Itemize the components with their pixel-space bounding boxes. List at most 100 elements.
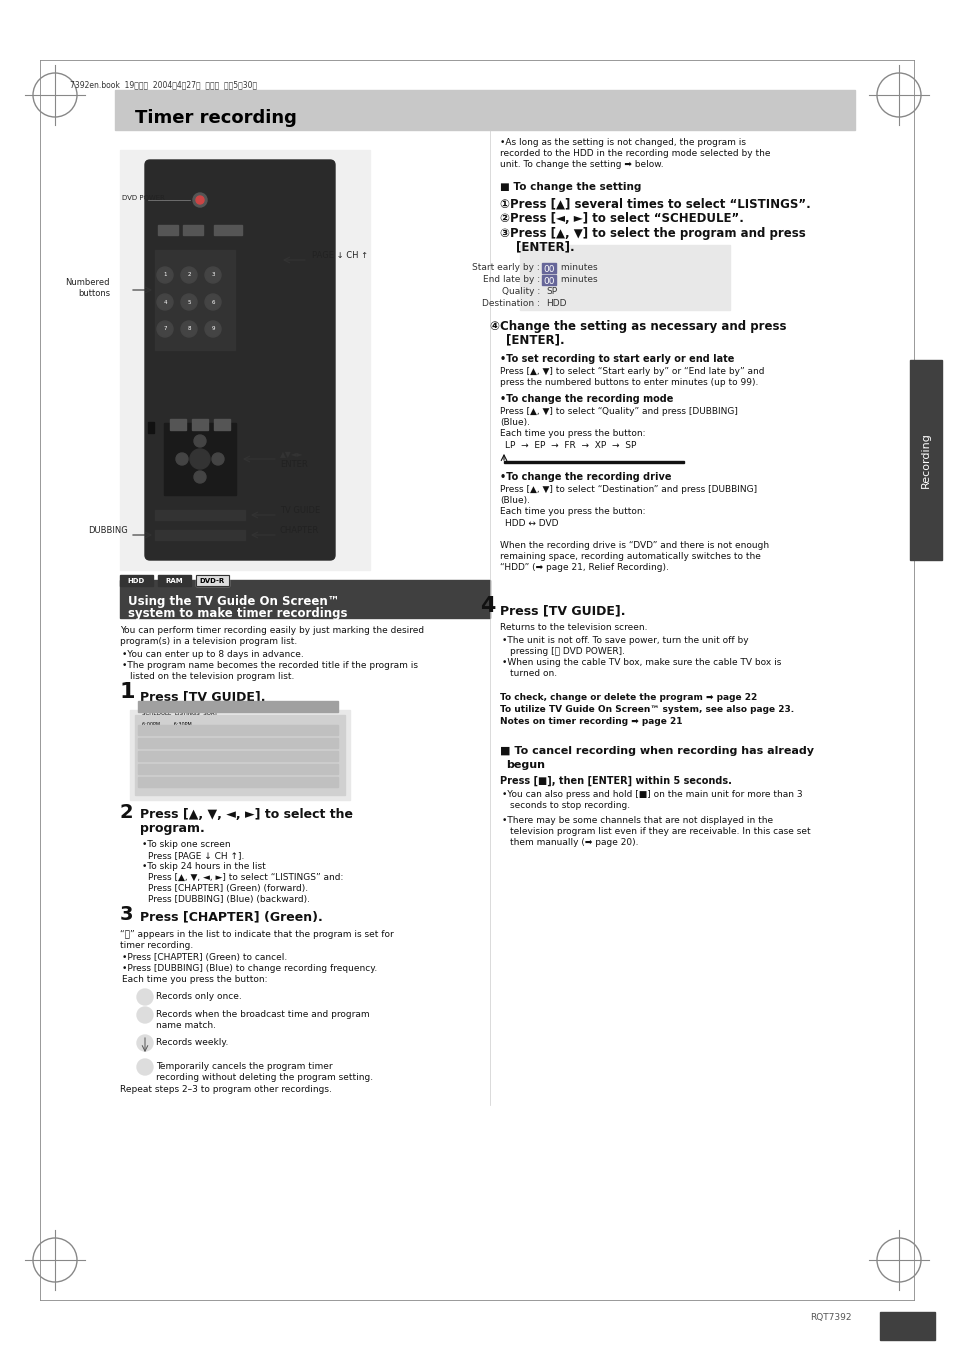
Text: remaining space, recording automatically switches to the: remaining space, recording automatically… <box>499 553 760 561</box>
Text: pressing [⏻ DVD POWER].: pressing [⏻ DVD POWER]. <box>510 647 624 657</box>
Text: Each time you press the button:: Each time you press the button: <box>499 507 645 516</box>
Bar <box>154 509 245 520</box>
Text: 7392en.book  19ページ  2004年4月27日  火曜日  午後5時30分: 7392en.book 19ページ 2004年4月27日 火曜日 午後5時30分 <box>70 80 257 89</box>
FancyBboxPatch shape <box>145 159 335 561</box>
Text: •There may be some channels that are not displayed in the: •There may be some channels that are not… <box>501 816 772 825</box>
Text: system to make timer recordings: system to make timer recordings <box>128 608 347 620</box>
Text: HDD: HDD <box>162 227 173 232</box>
Text: •To change the recording drive: •To change the recording drive <box>499 471 671 482</box>
Text: 3: 3 <box>211 273 214 277</box>
Text: ④Change the setting as necessary and press: ④Change the setting as necessary and pre… <box>490 320 785 332</box>
Circle shape <box>193 471 206 484</box>
Text: Notes on timer recording ➡ page 21: Notes on timer recording ➡ page 21 <box>499 717 681 725</box>
Text: CHAPTER: CHAPTER <box>280 526 319 535</box>
Text: Numbered: Numbered <box>66 278 110 286</box>
Bar <box>120 580 490 617</box>
Text: Press [▲, ▼] to select “Quality” and press [DUBBING]: Press [▲, ▼] to select “Quality” and pre… <box>499 407 737 416</box>
Text: (Blue).: (Blue). <box>499 417 530 427</box>
Text: Using the TV Guide On Screen™: Using the TV Guide On Screen™ <box>128 594 339 608</box>
Text: Repeat steps 2–3 to program other recordings.: Repeat steps 2–3 to program other record… <box>120 1085 332 1094</box>
Text: “Ⓢ” appears in the list to indicate that the program is set for: “Ⓢ” appears in the list to indicate that… <box>120 929 394 939</box>
Text: Recording: Recording <box>920 432 930 488</box>
Text: To check, change or delete the program ➡ page 22: To check, change or delete the program ➡… <box>499 693 757 703</box>
Text: ③Press [▲, ▼] to select the program and press: ③Press [▲, ▼] to select the program and … <box>499 227 805 240</box>
Bar <box>164 423 235 494</box>
Circle shape <box>137 1006 152 1023</box>
Bar <box>541 276 556 285</box>
Text: •The program name becomes the recorded title if the program is: •The program name becomes the recorded t… <box>122 661 417 670</box>
Text: HDD: HDD <box>128 578 145 584</box>
Text: 00: 00 <box>542 266 554 274</box>
Circle shape <box>137 1035 152 1051</box>
Text: program.: program. <box>140 821 205 835</box>
Circle shape <box>157 295 172 309</box>
Text: 9: 9 <box>211 327 214 331</box>
Text: 3: 3 <box>120 905 133 924</box>
Text: •You can also press and hold [■] on the main unit for more than 3: •You can also press and hold [■] on the … <box>501 790 801 798</box>
Text: Press [TV GUIDE].: Press [TV GUIDE]. <box>499 604 625 617</box>
Bar <box>213 419 230 430</box>
Text: Press [▲, ▼] to select “Destination” and press [DUBBING]: Press [▲, ▼] to select “Destination” and… <box>499 485 757 494</box>
Text: •You can enter up to 8 days in advance.: •You can enter up to 8 days in advance. <box>122 650 303 659</box>
Text: Press [TV GUIDE].: Press [TV GUIDE]. <box>140 690 265 703</box>
Text: press the numbered buttons to enter minutes (up to 99).: press the numbered buttons to enter minu… <box>499 378 758 386</box>
Text: Start early by :: Start early by : <box>472 263 539 272</box>
Text: Destination :: Destination : <box>481 299 539 308</box>
Text: •To skip 24 hours in the list: •To skip 24 hours in the list <box>142 862 266 871</box>
Bar <box>183 226 203 235</box>
Text: Each time you press the button:: Each time you press the button: <box>499 430 645 438</box>
Bar <box>138 765 337 774</box>
Text: minutes: minutes <box>558 276 597 284</box>
Text: 4: 4 <box>479 596 495 616</box>
Text: 5: 5 <box>187 300 191 304</box>
Text: 7: 7 <box>163 327 167 331</box>
Circle shape <box>181 295 196 309</box>
Text: •To change the recording mode: •To change the recording mode <box>499 394 673 404</box>
Bar <box>170 419 186 430</box>
Text: End late by :: End late by : <box>482 276 539 284</box>
Text: RQT7392: RQT7392 <box>809 1313 851 1323</box>
Text: recorded to the HDD in the recording mode selected by the: recorded to the HDD in the recording mod… <box>499 149 770 158</box>
Text: minutes: minutes <box>558 263 597 272</box>
Bar <box>138 725 337 735</box>
Text: 1: 1 <box>120 682 135 703</box>
Text: Records when the broadcast time and program: Records when the broadcast time and prog… <box>156 1011 369 1019</box>
Bar <box>138 738 337 748</box>
Text: DVD: DVD <box>188 227 198 232</box>
Text: •The unit is not off. To save power, turn the unit off by: •The unit is not off. To save power, tur… <box>501 636 748 644</box>
Text: ①Press [▲] several times to select “LISTINGS”.: ①Press [▲] several times to select “LIST… <box>499 197 810 209</box>
Bar <box>519 245 729 309</box>
Text: •Press [CHAPTER] (Green) to cancel.: •Press [CHAPTER] (Green) to cancel. <box>122 952 287 962</box>
Text: •Press [DUBBING] (Blue) to change recording frequency.: •Press [DUBBING] (Blue) to change record… <box>122 965 376 973</box>
Text: HDD ↔ DVD: HDD ↔ DVD <box>504 519 558 528</box>
Text: them manually (➡ page 20).: them manually (➡ page 20). <box>510 838 638 847</box>
Text: •As long as the setting is not changed, the program is: •As long as the setting is not changed, … <box>499 138 745 147</box>
Text: To utilize TV Guide On Screen™ system, see also page 23.: To utilize TV Guide On Screen™ system, s… <box>499 705 793 713</box>
Text: television program list even if they are receivable. In this case set: television program list even if they are… <box>510 827 810 836</box>
Circle shape <box>205 322 221 336</box>
Text: PAGE ↓ CH ↑: PAGE ↓ CH ↑ <box>312 251 368 259</box>
Circle shape <box>193 193 207 207</box>
Text: DUBBING: DUBBING <box>89 526 128 535</box>
Bar <box>154 250 234 350</box>
Text: recording without deleting the program setting.: recording without deleting the program s… <box>156 1073 373 1082</box>
Text: ⏸: ⏸ <box>197 420 202 427</box>
Text: Records weekly.: Records weekly. <box>156 1038 228 1047</box>
Text: Returns to the television screen.: Returns to the television screen. <box>499 623 647 632</box>
Text: DVD-R: DVD-R <box>199 578 224 584</box>
Text: Press [PAGE ↓ CH ↑].: Press [PAGE ↓ CH ↑]. <box>148 851 244 861</box>
Circle shape <box>190 449 210 469</box>
Text: RAM: RAM <box>165 578 183 584</box>
Text: 1: 1 <box>163 273 167 277</box>
Text: ▲▼◄►: ▲▼◄► <box>280 450 303 459</box>
Text: Timer recording: Timer recording <box>135 109 296 127</box>
Bar <box>120 150 370 570</box>
Bar <box>115 91 854 130</box>
Text: begun: begun <box>505 761 544 770</box>
Bar <box>213 226 242 235</box>
Bar <box>120 576 152 586</box>
Text: Press [CHAPTER] (Green) (forward).: Press [CHAPTER] (Green) (forward). <box>148 884 308 893</box>
Circle shape <box>205 267 221 282</box>
Text: SP: SP <box>545 286 557 296</box>
Bar <box>909 359 941 561</box>
